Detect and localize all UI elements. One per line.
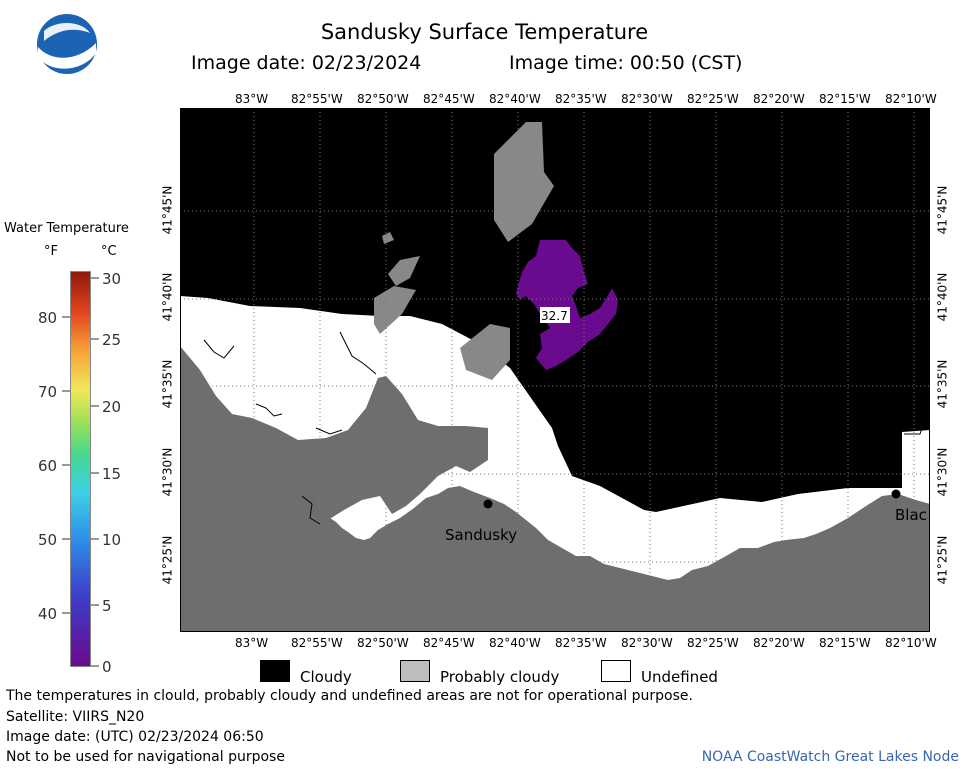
logo-text: NOAA: [54, 40, 81, 50]
lon-label: 82°45'W: [423, 636, 475, 650]
lon-label: 82°30'W: [621, 92, 673, 106]
legend-swatch-probably-cloudy: [400, 660, 430, 682]
disclaimer-text: The temperatures in clould, probably clo…: [6, 688, 693, 704]
lon-label: 82°10'W: [885, 636, 937, 650]
temperature-map: Sandusky Blac 32.7: [180, 108, 930, 632]
probably-cloudy-patches: [202, 122, 554, 380]
lon-label: 82°35'W: [555, 636, 607, 650]
scale-c-label: 15: [102, 465, 122, 483]
graticule: [180, 108, 930, 632]
lat-label: 41°40'N: [160, 272, 175, 322]
lat-label: 41°45'N: [935, 185, 950, 235]
lon-label: 82°35'W: [555, 92, 607, 106]
lon-label: 82°15'W: [819, 92, 871, 106]
lon-label: 82°45'W: [423, 92, 475, 106]
scale-c-label: 0: [102, 658, 112, 676]
nav-warning-text: Not to be used for navigational purpose: [6, 749, 285, 765]
city-label-sandusky: Sandusky: [445, 526, 517, 544]
scale-c-label: 10: [102, 531, 122, 549]
lon-label: 82°55'W: [291, 636, 343, 650]
lon-label: 82°20'W: [753, 92, 805, 106]
lon-label: 82°55'W: [291, 92, 343, 106]
legend-swatch-cloudy: [260, 660, 290, 682]
legend-label-cloudy: Cloudy: [300, 668, 352, 686]
color-bar-ticks: [62, 277, 99, 667]
noaa-logo: NOAA: [37, 14, 97, 74]
lon-label: 82°50'W: [357, 636, 409, 650]
scale-f-label: 80: [38, 309, 58, 327]
lat-label: 41°45'N: [160, 185, 175, 235]
image-time: Image time: 00:50 (CST): [509, 52, 743, 74]
blac-marker: [891, 489, 901, 499]
lon-label: 83°W: [235, 636, 269, 650]
shoreline-lines: [203, 331, 923, 525]
city-label-blac: Blac: [895, 506, 927, 524]
value-label: 32.7: [541, 309, 568, 323]
color-bar: [70, 271, 91, 667]
lon-label: 82°25'W: [687, 92, 739, 106]
lat-label: 41°30'N: [160, 447, 175, 497]
unit-f: °F: [44, 244, 58, 259]
scale-f-label: 50: [38, 531, 58, 549]
lon-label: 82°40'W: [489, 636, 541, 650]
legend-swatch-undefined: [601, 660, 631, 682]
lon-label: 82°50'W: [357, 92, 409, 106]
unit-c: °C: [101, 244, 117, 259]
legend-label-undefined: Undefined: [641, 668, 718, 686]
scale-c-label: 5: [102, 597, 112, 615]
temperature-cells: [516, 240, 618, 370]
lat-label: 41°30'N: [935, 447, 950, 497]
lat-label: 41°35'N: [160, 359, 175, 409]
map-frame: [180, 108, 930, 632]
lon-label: 82°15'W: [819, 636, 871, 650]
legend-label-probably-cloudy: Probably cloudy: [440, 668, 560, 686]
scale-title: Water Temperature: [4, 221, 129, 236]
scale-f-label: 60: [38, 457, 58, 475]
lon-label: 82°30'W: [621, 636, 673, 650]
value-label-box: [540, 307, 570, 323]
scale-f-label: 70: [38, 383, 58, 401]
lon-label: 83°W: [235, 92, 269, 106]
lat-label: 41°25'N: [935, 535, 950, 585]
credit-text: NOAA CoastWatch Great Lakes Node: [701, 749, 959, 765]
lon-label: 82°25'W: [687, 636, 739, 650]
scale-c-label: 25: [102, 331, 122, 349]
land-area: [180, 346, 930, 632]
image-date: Image date: 02/23/2024: [191, 52, 422, 74]
lat-label: 41°25'N: [160, 535, 175, 585]
lon-label: 82°40'W: [489, 92, 541, 106]
satellite-text: Satellite: VIIRS_N20: [6, 709, 145, 725]
lat-label: 41°35'N: [935, 359, 950, 409]
utc-date-text: Image date: (UTC) 02/23/2024 06:50: [6, 729, 264, 745]
scale-c-label: 20: [102, 398, 122, 416]
sandusky-marker: [483, 499, 493, 509]
lon-label: 82°10'W: [885, 92, 937, 106]
page-title: Sandusky Surface Temperature: [320, 20, 649, 44]
scale-c-label: 30: [102, 270, 122, 288]
lon-label: 82°20'W: [753, 636, 805, 650]
scale-f-label: 40: [38, 605, 58, 623]
lat-label: 41°40'N: [935, 272, 950, 322]
